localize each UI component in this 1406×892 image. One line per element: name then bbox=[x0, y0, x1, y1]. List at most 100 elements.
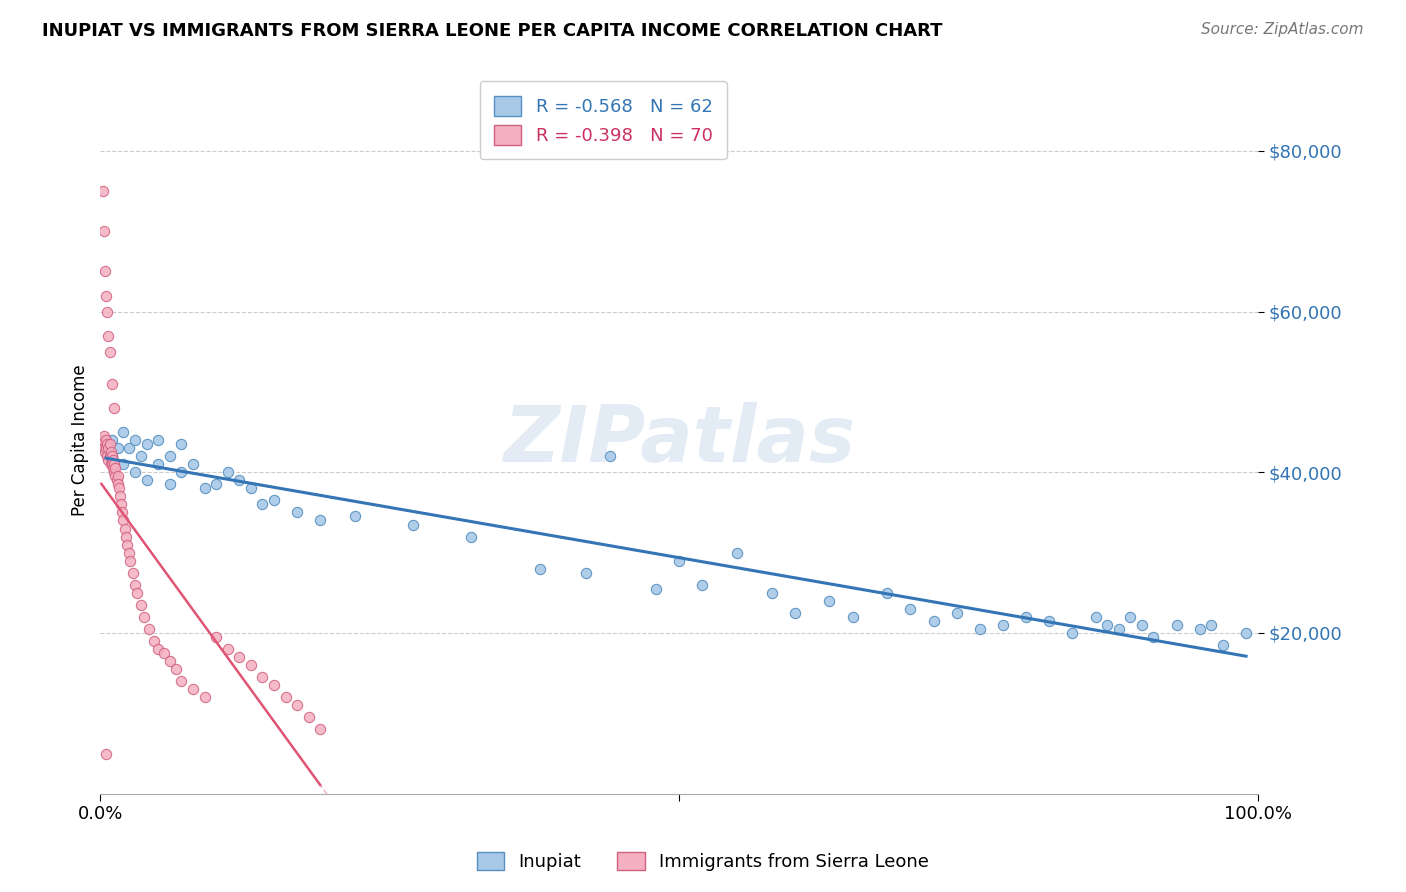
Point bbox=[127, 586, 149, 600]
Point bbox=[142, 634, 165, 648]
Point bbox=[94, 747, 117, 761]
Point bbox=[285, 698, 308, 713]
Point bbox=[841, 610, 863, 624]
Point bbox=[1166, 618, 1188, 632]
Point bbox=[205, 477, 228, 491]
Point bbox=[112, 514, 135, 528]
Point bbox=[103, 401, 125, 415]
Point bbox=[1062, 626, 1084, 640]
Point bbox=[153, 646, 176, 660]
Point bbox=[114, 522, 136, 536]
Point bbox=[112, 425, 135, 439]
Text: ZIPatlas: ZIPatlas bbox=[503, 402, 855, 478]
Point bbox=[1095, 618, 1118, 632]
Point bbox=[575, 566, 598, 580]
Point bbox=[94, 288, 117, 302]
Point bbox=[1142, 630, 1164, 644]
Point bbox=[1015, 610, 1038, 624]
Point bbox=[91, 433, 114, 447]
Point bbox=[138, 622, 160, 636]
Point bbox=[1130, 618, 1153, 632]
Point bbox=[309, 723, 332, 737]
Point bbox=[181, 682, 204, 697]
Point bbox=[1084, 610, 1107, 624]
Point bbox=[298, 710, 321, 724]
Text: INUPIAT VS IMMIGRANTS FROM SIERRA LEONE PER CAPITA INCOME CORRELATION CHART: INUPIAT VS IMMIGRANTS FROM SIERRA LEONE … bbox=[42, 22, 942, 40]
Point bbox=[148, 457, 170, 471]
Point bbox=[274, 690, 297, 705]
Point bbox=[93, 441, 115, 455]
Point bbox=[135, 473, 157, 487]
Y-axis label: Per Capita Income: Per Capita Income bbox=[72, 364, 89, 516]
Point bbox=[101, 457, 124, 471]
Point bbox=[1119, 610, 1142, 624]
Point bbox=[1188, 622, 1211, 636]
Point bbox=[96, 449, 118, 463]
Point bbox=[217, 465, 239, 479]
Point bbox=[114, 530, 136, 544]
Point bbox=[96, 437, 118, 451]
Point bbox=[876, 586, 898, 600]
Text: Source: ZipAtlas.com: Source: ZipAtlas.com bbox=[1201, 22, 1364, 37]
Point bbox=[118, 546, 141, 560]
Point bbox=[969, 622, 991, 636]
Point bbox=[104, 461, 127, 475]
Point bbox=[1212, 638, 1234, 652]
Point bbox=[460, 530, 482, 544]
Point bbox=[1234, 626, 1257, 640]
Point bbox=[101, 449, 124, 463]
Point bbox=[110, 497, 132, 511]
Point bbox=[129, 449, 152, 463]
Point bbox=[239, 481, 262, 495]
Point bbox=[165, 662, 187, 676]
Point bbox=[93, 224, 115, 238]
Point bbox=[1108, 622, 1130, 636]
Point bbox=[94, 445, 117, 459]
Point bbox=[668, 554, 690, 568]
Point bbox=[170, 674, 193, 689]
Point bbox=[159, 654, 181, 668]
Point bbox=[112, 457, 135, 471]
Point bbox=[343, 509, 366, 524]
Point bbox=[124, 465, 146, 479]
Point bbox=[148, 642, 170, 657]
Point bbox=[900, 602, 922, 616]
Point bbox=[101, 449, 124, 463]
Point bbox=[818, 594, 841, 608]
Point bbox=[107, 477, 129, 491]
Point bbox=[991, 618, 1014, 632]
Point bbox=[134, 610, 156, 624]
Point bbox=[90, 437, 112, 451]
Point bbox=[228, 473, 250, 487]
Point bbox=[644, 582, 666, 596]
Point bbox=[922, 614, 945, 628]
Point bbox=[118, 441, 141, 455]
Point bbox=[101, 461, 124, 475]
Point bbox=[96, 304, 118, 318]
Point bbox=[945, 606, 967, 620]
Point bbox=[193, 690, 215, 705]
Point bbox=[94, 441, 117, 455]
Point bbox=[135, 437, 157, 451]
Point bbox=[252, 497, 274, 511]
Point bbox=[97, 441, 120, 455]
Point bbox=[104, 469, 127, 483]
Point bbox=[103, 465, 125, 479]
Point bbox=[217, 642, 239, 657]
Point bbox=[124, 433, 146, 447]
Point bbox=[124, 578, 146, 592]
Point bbox=[121, 566, 143, 580]
Point bbox=[761, 586, 783, 600]
Point bbox=[111, 506, 134, 520]
Point bbox=[239, 658, 262, 673]
Point bbox=[115, 538, 138, 552]
Point bbox=[94, 433, 117, 447]
Point bbox=[101, 376, 124, 391]
Point bbox=[725, 546, 748, 560]
Point bbox=[103, 457, 125, 471]
Point bbox=[97, 453, 120, 467]
Point bbox=[228, 650, 250, 665]
Point bbox=[170, 465, 193, 479]
Point bbox=[91, 184, 114, 198]
Point bbox=[100, 457, 122, 471]
